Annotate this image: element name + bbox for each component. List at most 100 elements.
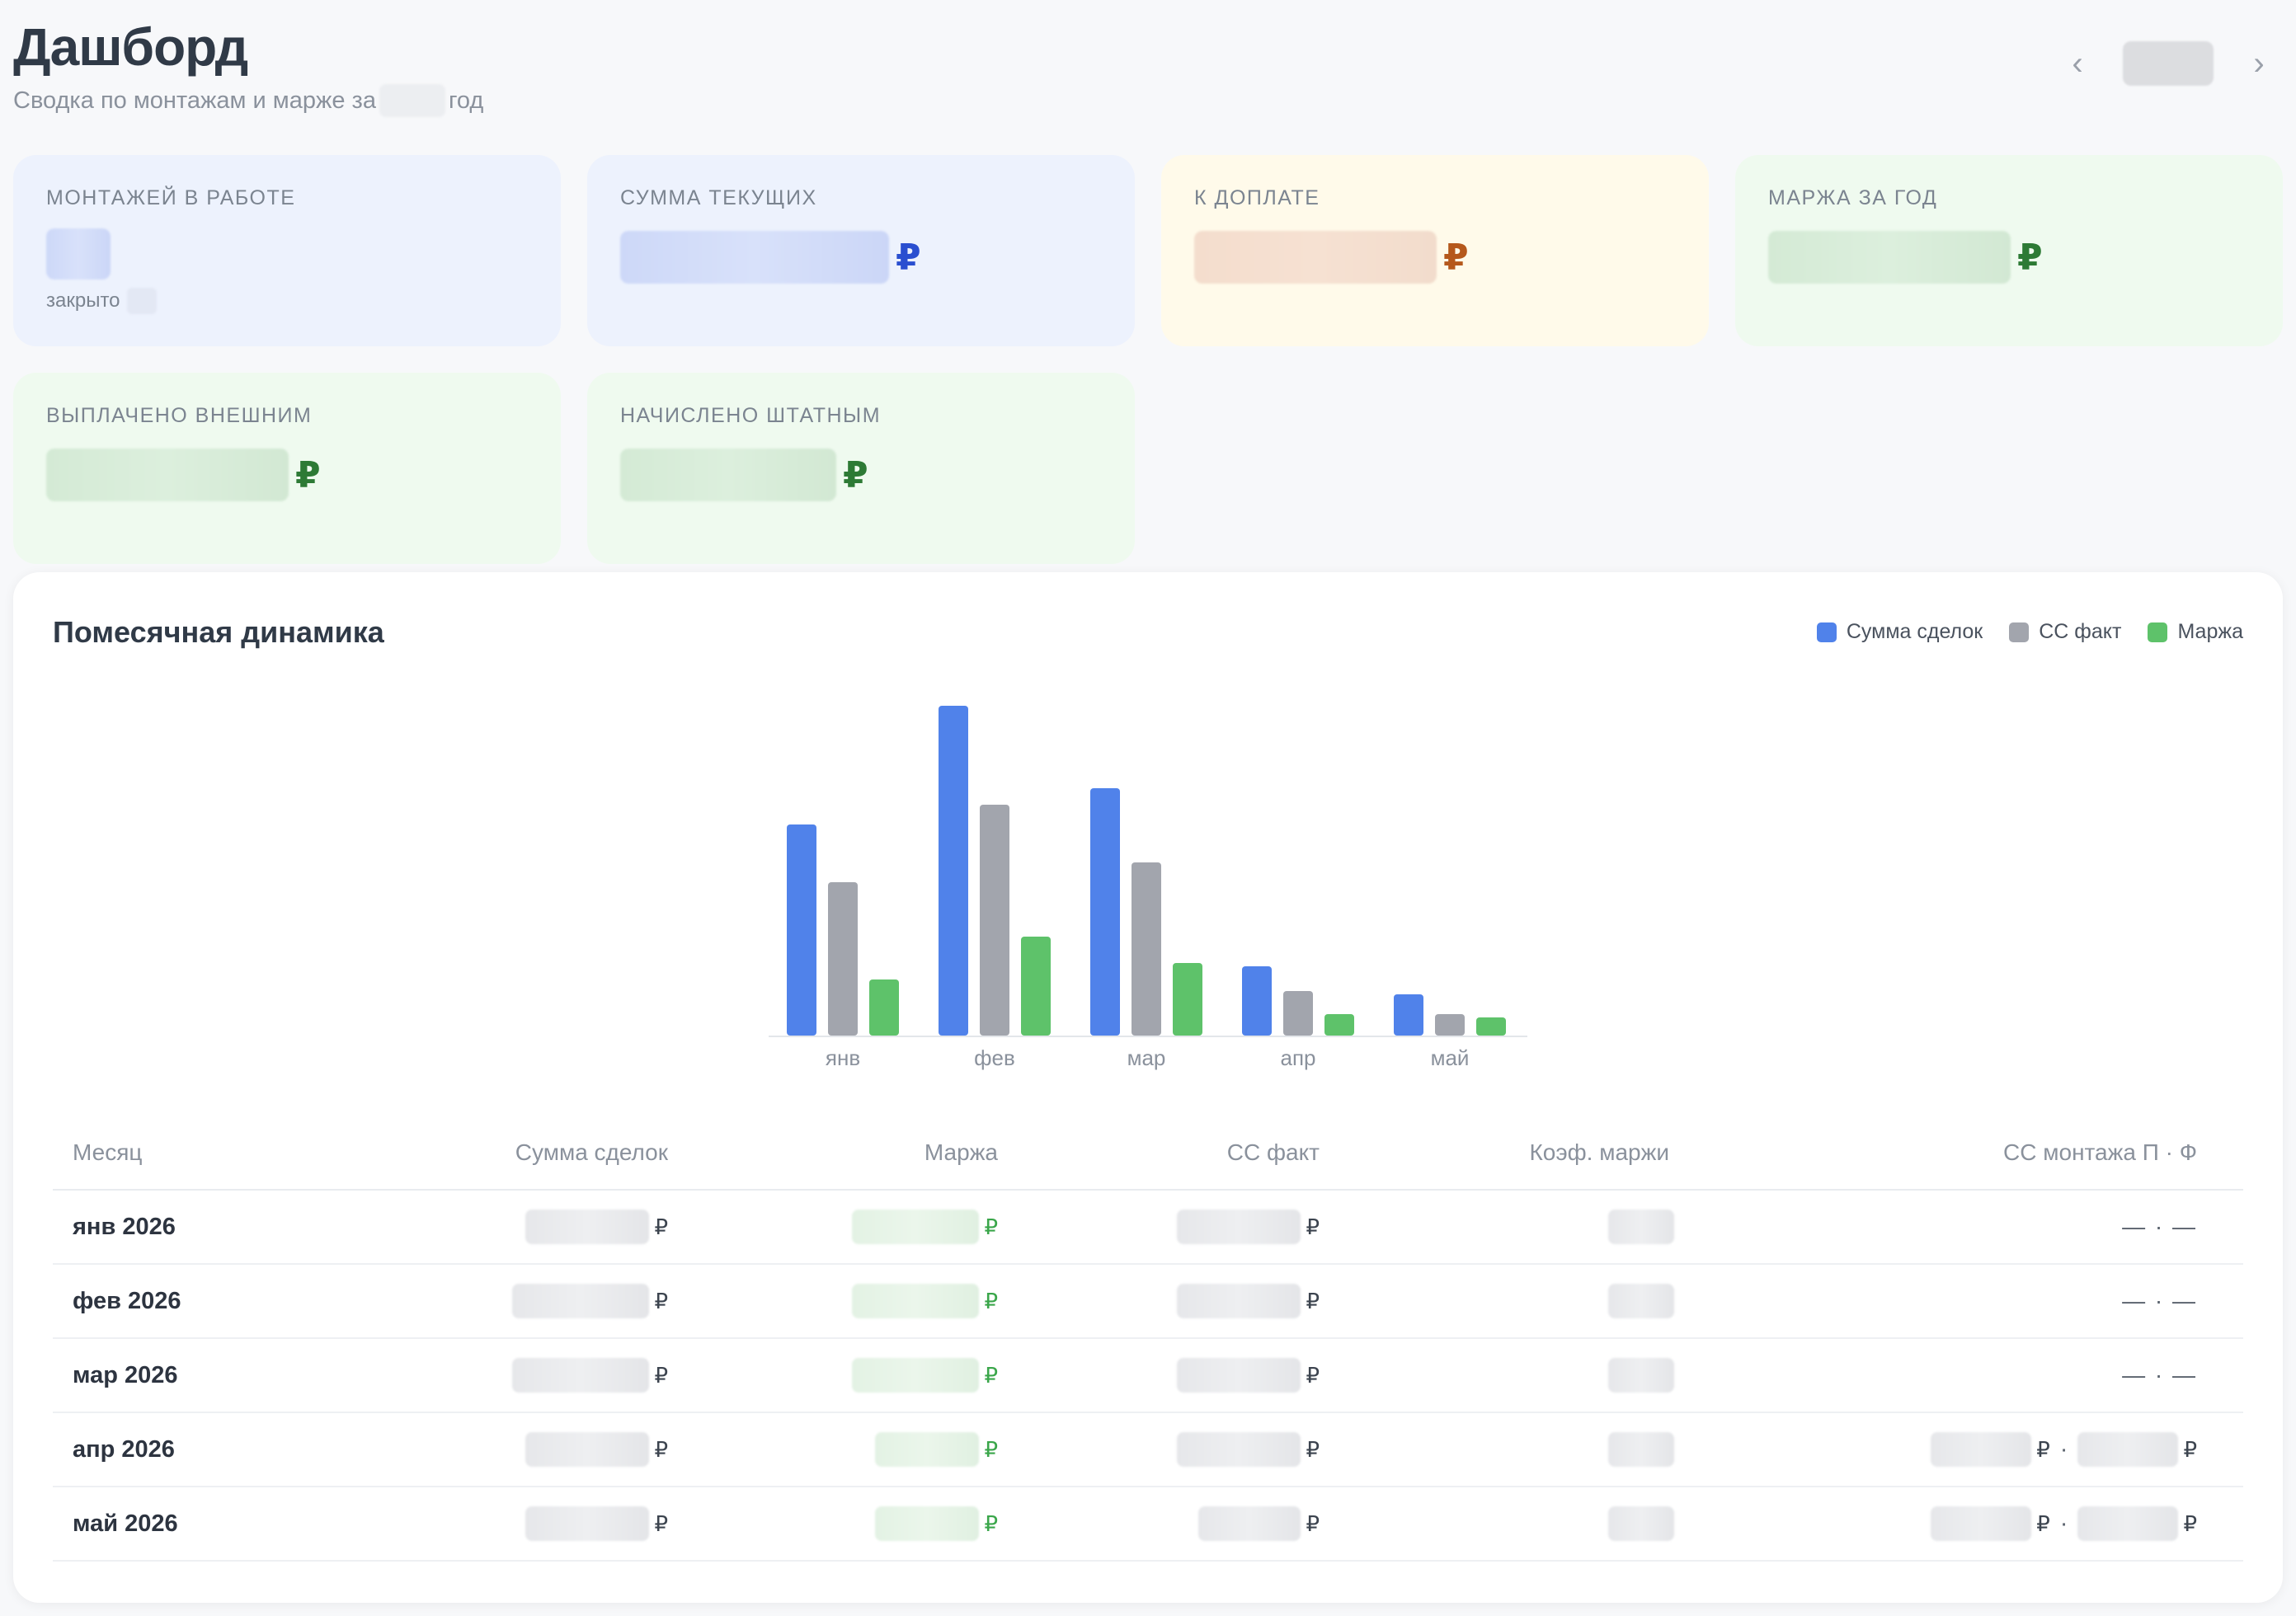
value-redacted [1608, 1210, 1674, 1244]
cell-margin-ratio [1339, 1432, 1689, 1467]
installation-value: — · — [2122, 1362, 2197, 1388]
kpi-card-current-sum: Сумма текущих ₽ [587, 155, 1135, 346]
ruble-sign: ₽ [654, 1362, 668, 1388]
value-redacted [875, 1506, 980, 1541]
bar-апр-cost[interactable] [1283, 991, 1313, 1036]
kpi-card-to-pay: К доплате ₽ [1161, 155, 1709, 346]
bar-май-margin[interactable] [1476, 1017, 1506, 1036]
year-nav: ‹ › [2065, 41, 2271, 86]
table-row[interactable]: мар 2026 ₽ ₽ ₽ — · — [53, 1339, 2243, 1413]
legend-swatch [2009, 622, 2030, 642]
ruble-sign: ₽ [984, 1288, 998, 1313]
cell-month: мар 2026 [73, 1361, 178, 1388]
value-redacted [1198, 1506, 1301, 1541]
ruble-sign: ₽ [295, 454, 321, 496]
cell-margin: ₽ [688, 1432, 1018, 1467]
cell-deals-sum: ₽ [218, 1210, 688, 1244]
table-row[interactable]: фев 2026 ₽ ₽ ₽ — · — [53, 1265, 2243, 1339]
ruble-sign: ₽ [896, 237, 921, 278]
ruble-sign: ₽ [1306, 1510, 1320, 1536]
bar-фев-cost[interactable] [980, 805, 1009, 1036]
kpi-label: Начислено штатным [620, 404, 882, 427]
chevron-right-icon[interactable]: › [2253, 45, 2265, 82]
col-margin-ratio: Коэф. маржи [1529, 1139, 1669, 1165]
col-deals-sum: Сумма сделок [515, 1139, 668, 1165]
legend-item-cost: СС факт [2009, 620, 2121, 644]
x-tick-label: фев [974, 1045, 1015, 1070]
bar-янв-margin[interactable] [869, 979, 899, 1036]
ruble-sign: ₽ [654, 1214, 668, 1239]
cell-cost-fact: ₽ [1018, 1358, 1339, 1393]
ruble-sign: ₽ [1306, 1288, 1320, 1313]
table-row[interactable]: янв 2026 ₽ ₽ ₽ — · — [53, 1191, 2243, 1265]
bar-мар-deals[interactable] [1090, 788, 1120, 1036]
kpi-value-redacted [46, 228, 111, 280]
bar-янв-cost[interactable] [828, 882, 858, 1036]
value-redacted [1177, 1358, 1301, 1393]
legend-swatch [1816, 622, 1837, 642]
cell-month: май 2026 [73, 1510, 178, 1537]
kpi-sub-redacted [126, 288, 157, 314]
bar-фев-deals[interactable] [939, 706, 968, 1036]
ruble-sign: ₽ [654, 1436, 668, 1462]
ruble-sign: ₽ [843, 454, 868, 496]
ruble-sign: ₽ [1306, 1214, 1320, 1239]
ruble-sign: ₽ [654, 1288, 668, 1313]
bar-янв-deals[interactable] [787, 824, 816, 1036]
cell-margin: ₽ [688, 1506, 1018, 1541]
bar-мар-cost[interactable] [1132, 862, 1161, 1036]
x-tick-label: янв [826, 1045, 860, 1070]
cell-margin-ratio [1339, 1506, 1689, 1541]
ruble-sign: ₽ [2183, 1510, 2197, 1536]
bar-апр-deals[interactable] [1242, 966, 1272, 1036]
ruble-sign: ₽ [1306, 1362, 1320, 1388]
kpi-card-accrued-staff: Начислено штатным ₽ [587, 373, 1135, 564]
kpi-value-redacted [1768, 231, 2011, 284]
year-selector[interactable] [2123, 41, 2214, 86]
table-row[interactable]: апр 2026 ₽ ₽ ₽ ₽ · ₽ [53, 1413, 2243, 1487]
cell-margin-ratio [1339, 1358, 1689, 1393]
subtitle-suffix: год [448, 87, 484, 114]
bar-апр-margin[interactable] [1324, 1014, 1354, 1036]
value-redacted [852, 1210, 980, 1244]
value-redacted [1931, 1506, 2032, 1541]
separator: · [2059, 1435, 2068, 1463]
panel-title: Помесячная динамика [53, 615, 384, 649]
legend-item-deals: Сумма сделок [1816, 620, 1983, 644]
cell-margin: ₽ [688, 1358, 1018, 1393]
bar-мар-margin[interactable] [1173, 963, 1202, 1036]
bar-май-deals[interactable] [1394, 994, 1423, 1036]
kpi-card-installations-in-progress: Монтажей в работе закрыто [13, 155, 561, 346]
value-redacted [1608, 1506, 1674, 1541]
ruble-sign: ₽ [1443, 237, 1469, 278]
value-redacted [525, 1432, 650, 1467]
value-redacted [525, 1506, 650, 1541]
chevron-left-icon[interactable]: ‹ [2072, 45, 2083, 82]
cell-deals-sum: ₽ [218, 1284, 688, 1318]
legend-label: Сумма сделок [1846, 620, 1983, 643]
value-redacted [1931, 1432, 2032, 1467]
kpi-card-paid-external: Выплачено внешним ₽ [13, 373, 561, 564]
table-body: янв 2026 ₽ ₽ ₽ — · — фев 2026 ₽ ₽ ₽ — · — мар 2026… [53, 1191, 2243, 1562]
kpi-label: Маржа за год [1768, 186, 1938, 209]
col-installation-cost: СС монтажа П · Ф [2003, 1139, 2197, 1165]
bar-май-cost[interactable] [1435, 1014, 1465, 1036]
col-cost-fact: СС факт [1226, 1139, 1320, 1165]
bar-фев-margin[interactable] [1021, 937, 1051, 1036]
page-title: Дашборд [13, 17, 248, 77]
page-subtitle: Сводка по монтажам и марже за год [13, 84, 483, 117]
value-redacted [1177, 1210, 1301, 1244]
ruble-sign: ₽ [654, 1510, 668, 1536]
kpi-label: К доплате [1194, 186, 1320, 209]
kpi-value-redacted [620, 231, 889, 284]
cell-margin-ratio [1339, 1284, 1689, 1318]
cell-installation-cost: — · — [1689, 1214, 2217, 1240]
table-row[interactable]: май 2026 ₽ ₽ ₽ ₽ · ₽ [53, 1487, 2243, 1562]
value-redacted [852, 1358, 980, 1393]
col-margin: Маржа [924, 1139, 998, 1165]
subtitle-text: Сводка по монтажам и марже за [13, 87, 376, 114]
cell-installation-cost: ₽ · ₽ [1689, 1432, 2217, 1467]
value-redacted [1177, 1284, 1301, 1318]
ruble-sign: ₽ [2183, 1436, 2197, 1462]
cell-cost-fact: ₽ [1018, 1432, 1339, 1467]
